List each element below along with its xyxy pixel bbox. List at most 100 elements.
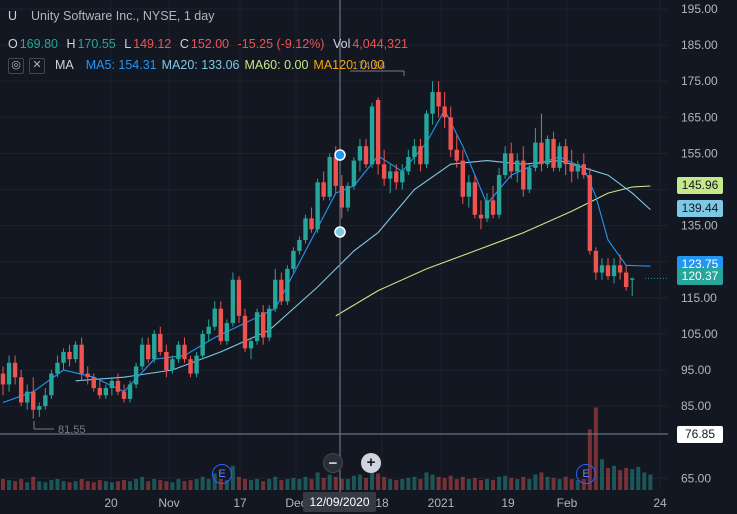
candle-body	[170, 359, 175, 370]
candle-body	[315, 182, 320, 230]
candle-body	[139, 344, 145, 367]
volume-bar	[436, 476, 441, 490]
candle-body	[79, 344, 84, 374]
volume-bar	[333, 476, 338, 490]
candle-body	[623, 272, 629, 287]
high-value: 170.55	[77, 37, 116, 51]
volume-bar	[527, 479, 532, 490]
candle-body	[599, 265, 605, 273]
symbol-badge: U	[8, 9, 18, 23]
candle-body	[133, 366, 139, 385]
crosshair-price-badge: 76.85	[677, 426, 723, 443]
volume-bar	[539, 472, 544, 490]
volume-bar	[478, 480, 483, 490]
volume-bar	[569, 479, 574, 490]
volume-bar	[146, 481, 151, 490]
volume-bar	[73, 481, 78, 490]
candle-body	[388, 171, 393, 179]
indicator-row: ◎ ✕ MA MA5: 154.31 MA20: 133.06 MA60: 0.00 MA1…	[8, 58, 389, 74]
ohlc-row: O 169.80 H 170.55 L 149.12 C 152.00 -15.25 (…	[8, 37, 413, 51]
zoom-out-button[interactable]: −	[323, 453, 343, 473]
volume-bar	[587, 429, 592, 490]
volume-bar	[442, 477, 447, 490]
volume-bar	[406, 477, 411, 490]
candle-body	[345, 185, 351, 208]
hide-indicator-icon[interactable]: ◎	[8, 58, 24, 74]
candle-body	[18, 377, 24, 403]
volume-bar	[497, 476, 502, 490]
candle-body	[230, 279, 236, 324]
volume-bar	[25, 482, 30, 490]
volume-bar	[182, 481, 187, 490]
ma60-price-badge: 145.96	[677, 177, 723, 194]
volume-bar	[122, 480, 126, 490]
close-value: 152.00	[190, 37, 230, 51]
x-tick-label: Dec	[285, 496, 306, 510]
candle-body	[551, 138, 556, 168]
candle-body	[224, 323, 230, 342]
y-tick-label: 105.00	[681, 327, 718, 341]
volume-bar	[152, 479, 157, 490]
candle-body	[466, 182, 472, 197]
candle-body	[121, 391, 127, 399]
candle-body	[575, 164, 580, 172]
volume-bar	[624, 468, 629, 490]
volume-bar	[642, 472, 647, 490]
candle-body	[418, 146, 423, 165]
candle-body	[188, 359, 193, 374]
volume-bar	[418, 479, 423, 490]
candle-body	[321, 182, 326, 197]
candle-body	[49, 373, 54, 396]
candle-body	[6, 362, 12, 385]
candle-body	[357, 146, 363, 161]
y-tick-label: 115.00	[681, 291, 717, 305]
close-icon[interactable]: ✕	[29, 58, 45, 74]
volume-bar	[345, 479, 350, 490]
candle-body	[454, 149, 459, 161]
candle-body	[490, 200, 496, 215]
candle-body	[539, 142, 544, 165]
candles	[0, 81, 635, 419]
earnings-event-icon[interactable]: E	[212, 464, 232, 484]
chart-title: Unity Software Inc., NYSE, 1 day	[31, 9, 215, 23]
candle-body	[164, 351, 169, 370]
volume-bar	[61, 481, 66, 490]
volume-bar	[315, 472, 320, 490]
earnings-event-icon[interactable]: E	[576, 464, 596, 484]
y-tick-label: 175.00	[681, 74, 718, 88]
x-tick-label: 19	[501, 496, 515, 510]
candle-body	[297, 240, 302, 251]
volume-bar	[606, 468, 610, 490]
candle-body	[545, 138, 550, 165]
x-tick-label: 18	[375, 496, 389, 510]
volume-bar	[551, 477, 556, 490]
zoom-in-button[interactable]: +	[361, 453, 381, 473]
volume-bar	[557, 479, 562, 490]
open-value: 169.80	[19, 37, 58, 51]
volume-bar	[37, 481, 42, 490]
candle-body	[25, 391, 30, 403]
volume-bar	[521, 476, 526, 490]
candle-body	[31, 391, 36, 410]
volume-bar	[370, 468, 375, 490]
volume-bar	[188, 480, 193, 490]
candle-body	[73, 344, 78, 360]
volume-bar	[533, 474, 538, 490]
volume-bar	[279, 480, 284, 490]
candle-body	[587, 175, 593, 251]
candle-body	[412, 146, 417, 158]
low-label: L	[124, 37, 132, 51]
candle-body	[430, 92, 435, 114]
volume-bar	[7, 480, 12, 490]
y-tick-label: 195.00	[681, 2, 718, 16]
volume-bar	[158, 480, 163, 490]
volume-bar	[164, 481, 169, 490]
candle-body	[146, 344, 151, 360]
high-label: H	[66, 37, 76, 51]
volume-bar	[515, 479, 520, 490]
candle-body	[97, 388, 102, 396]
volume-bar	[67, 482, 72, 490]
candle-body	[115, 380, 121, 392]
candle-body	[339, 185, 344, 208]
